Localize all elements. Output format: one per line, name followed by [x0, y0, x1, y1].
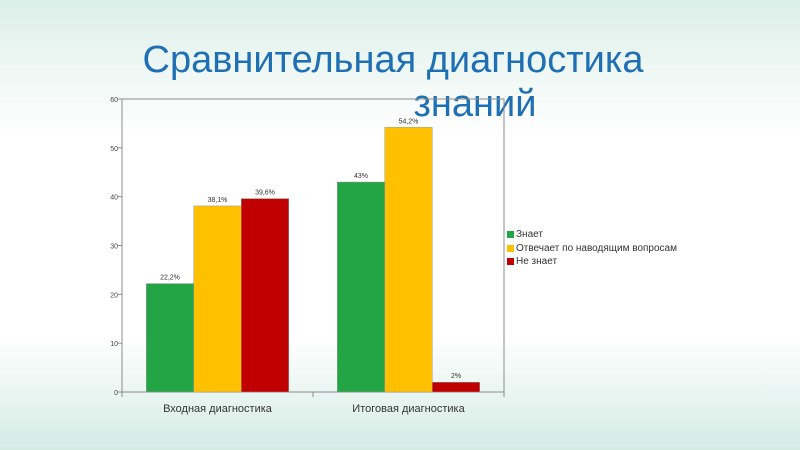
legend-swatch-2	[507, 258, 514, 266]
y-tick-label-1: 10	[110, 341, 118, 348]
data-label-2-1: 2%	[451, 373, 461, 380]
title-line-1: Сравнительная диагностика	[142, 39, 644, 81]
chart-legend: Знает Отвечает по наводящим вопросам Не …	[507, 228, 677, 269]
category-label-0: Входная диагностика	[163, 403, 273, 415]
data-label-1-1: 54,2%	[399, 118, 419, 125]
data-label-2-0: 39,6%	[255, 190, 275, 197]
data-label-0-1: 43%	[354, 173, 368, 180]
title-line-2: знаний	[413, 83, 537, 125]
bar-2-1	[432, 381, 480, 393]
bar-1-0	[193, 205, 242, 393]
bar-0-1	[337, 181, 385, 393]
legend-swatch-0	[507, 231, 514, 239]
slide-title: Сравнительная диагностика знаний	[0, 38, 800, 126]
bar-1-1	[384, 127, 433, 393]
y-tick-label-5: 50	[110, 146, 118, 153]
data-label-1-0: 38,1%	[208, 197, 228, 204]
y-tick-label-0: 0	[114, 390, 118, 397]
legend-item-1: Отвечает по наводящим вопросам	[507, 242, 677, 256]
data-label-0-0: 22,2%	[160, 275, 180, 282]
y-tick-label-6: 60	[110, 97, 118, 104]
legend-label-0: Знает	[516, 229, 543, 241]
category-label-1: Итоговая диагностика	[352, 403, 465, 415]
y-tick-label-3: 30	[110, 244, 118, 251]
bar-2-0	[241, 198, 289, 393]
legend-label-1: Отвечает по наводящим вопросам	[516, 242, 677, 254]
legend-item-0: Знает	[507, 228, 677, 242]
y-tick-label-4: 40	[110, 195, 118, 202]
legend-label-2: Не знает	[516, 256, 558, 268]
bar-0-0	[146, 283, 194, 393]
legend-swatch-1	[507, 244, 514, 252]
y-tick-label-2: 20	[110, 292, 118, 299]
legend-item-2: Не знает	[507, 255, 677, 269]
